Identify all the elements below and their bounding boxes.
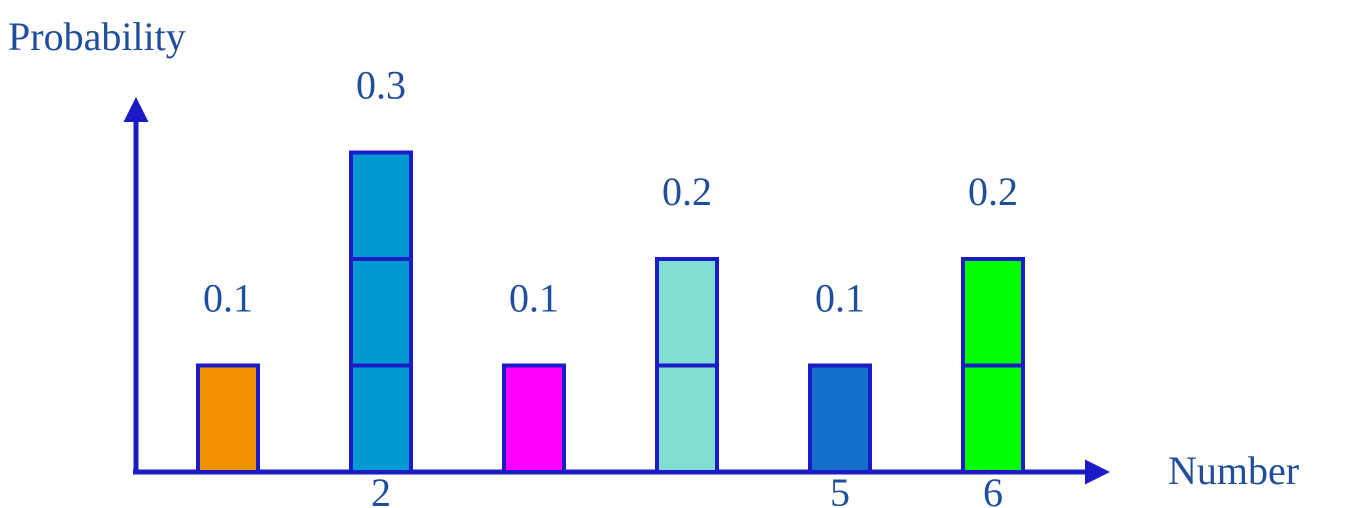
bar-6-block-1 <box>961 363 1025 474</box>
bar-3-block-1 <box>502 363 566 474</box>
bar-2-block-1 <box>349 363 413 474</box>
bar-2-value-label: 0.3 <box>356 63 406 108</box>
x-tick-label-6: 6 <box>983 470 1003 508</box>
bar-6-block-2 <box>961 257 1025 368</box>
bar-4-block-2 <box>655 257 719 368</box>
bar-6-value-label: 0.2 <box>968 169 1018 214</box>
bar-2-block-2 <box>349 257 413 368</box>
bar-4-value-label: 0.2 <box>662 169 712 214</box>
y-axis-title: Probability <box>8 14 186 59</box>
bar-5-value-label: 0.1 <box>815 276 865 321</box>
x-tick-label-5: 5 <box>830 470 850 508</box>
bar-2-block-3 <box>349 150 413 261</box>
bar-5-block-1 <box>808 363 872 474</box>
bar-1-value-label: 0.1 <box>203 276 253 321</box>
bars-layer <box>196 150 1025 474</box>
bar-4-block-1 <box>655 363 719 474</box>
x-tick-label-2: 2 <box>371 470 391 508</box>
x-axis-title: Number <box>1168 448 1299 493</box>
bar-1-block-1 <box>196 363 260 474</box>
bar-3-value-label: 0.1 <box>509 276 559 321</box>
labels-layer: 0.1 0.3 2 0.1 0.2 0.1 5 0.2 6 <box>203 63 1018 508</box>
